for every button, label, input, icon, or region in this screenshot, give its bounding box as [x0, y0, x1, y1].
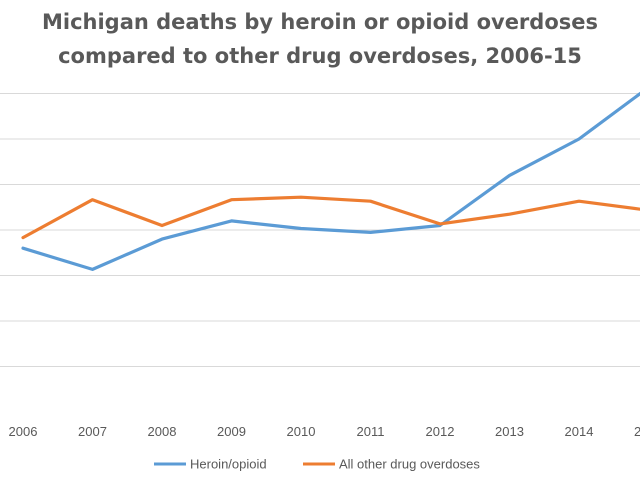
x-tick-label: 2013: [495, 424, 524, 439]
chart-title-line-1: Michigan deaths by heroin or opioid over…: [41, 10, 598, 34]
x-tick-label: 2010: [287, 424, 316, 439]
legend-label: All other drug overdoses: [339, 457, 480, 472]
series-line-heroin-opioid: [21, 91, 640, 271]
chart-title-line-2: compared to other drug overdoses, 2006-1…: [58, 44, 582, 68]
x-tick-label: 2009: [217, 424, 246, 439]
x-tick-label: 2006: [9, 424, 38, 439]
x-tick-label: 2014: [565, 424, 594, 439]
x-tick-label: 2015: [634, 424, 640, 439]
legend-label: Heroin/opioid: [190, 457, 267, 472]
x-tick-label: 2008: [148, 424, 177, 439]
x-tick-label: 2011: [357, 424, 385, 439]
series-line-other-drugs: [21, 195, 640, 240]
x-tick-label: 2007: [78, 424, 107, 439]
x-tick-label: 2012: [426, 424, 455, 439]
